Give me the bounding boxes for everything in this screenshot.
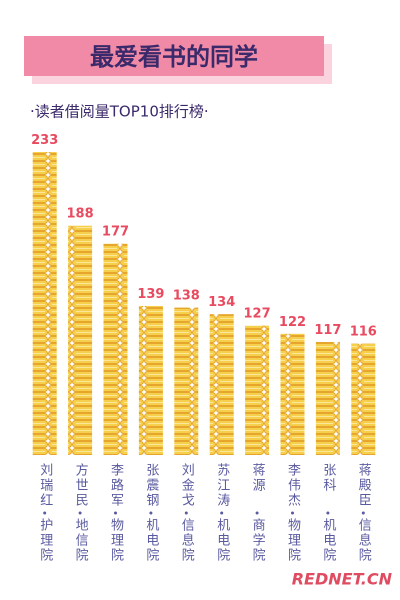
value-label: 177 bbox=[102, 225, 129, 240]
x-tick-label: 方世民 bbox=[73, 462, 89, 508]
subtitle: ·读者借阅量TOP10排行榜· bbox=[30, 103, 209, 121]
department-label: 物理院 bbox=[285, 518, 301, 563]
watermark: REDNET.CN bbox=[292, 570, 393, 589]
bar bbox=[32, 152, 57, 455]
x-tick-label: 蒋殿臣 bbox=[356, 463, 372, 508]
separator-dot bbox=[255, 511, 259, 515]
value-label: 138 bbox=[173, 289, 200, 304]
bar bbox=[138, 305, 163, 455]
value-label: 127 bbox=[244, 307, 271, 322]
x-tick-label: 张震钢 bbox=[143, 463, 159, 508]
bar bbox=[280, 333, 305, 455]
bar bbox=[103, 243, 128, 455]
separator-dot bbox=[291, 511, 294, 515]
value-label: 233 bbox=[31, 133, 58, 148]
x-tick-label: 张科 bbox=[320, 463, 336, 493]
bar bbox=[315, 341, 340, 455]
bar bbox=[174, 307, 199, 455]
department-label: 机电院 bbox=[320, 518, 336, 563]
separator-dot bbox=[184, 511, 188, 515]
x-tick-label: 刘金戈 bbox=[179, 463, 195, 508]
separator-dot bbox=[361, 511, 365, 515]
bar bbox=[209, 314, 234, 455]
department-label: 物理院 bbox=[108, 518, 124, 563]
x-tick-label: 李伟杰 bbox=[285, 463, 301, 508]
department-label: 机电院 bbox=[143, 518, 159, 563]
separator-dot bbox=[326, 511, 330, 515]
value-label: 116 bbox=[350, 325, 377, 340]
department-label: 商学院 bbox=[250, 518, 266, 563]
x-tick-label: 刘瑞红 bbox=[37, 463, 53, 508]
value-label: 122 bbox=[279, 315, 306, 330]
separator-dot bbox=[43, 511, 47, 515]
department-label: 地信院 bbox=[73, 518, 89, 563]
department-label: 信息院 bbox=[356, 518, 372, 563]
department-label: 机电院 bbox=[214, 518, 230, 563]
x-tick-label: 李路军 bbox=[108, 463, 124, 508]
chart-title: 最爱看书的同学 bbox=[90, 43, 258, 71]
x-tick-label: 苏江涛 bbox=[214, 462, 230, 508]
separator-dot bbox=[114, 511, 117, 515]
bar bbox=[351, 343, 376, 455]
banner bbox=[24, 36, 324, 76]
bar bbox=[245, 325, 270, 455]
value-label: 117 bbox=[314, 323, 341, 338]
separator-dot bbox=[220, 511, 224, 515]
separator-dot bbox=[149, 511, 153, 515]
value-label: 139 bbox=[137, 287, 164, 302]
department-label: 信息院 bbox=[179, 518, 195, 563]
bar bbox=[68, 225, 93, 455]
x-tick-label: 蒋源 bbox=[250, 463, 266, 493]
value-label: 134 bbox=[208, 295, 235, 310]
department-label: 护理院 bbox=[37, 518, 53, 563]
value-label: 188 bbox=[67, 207, 94, 222]
separator-dot bbox=[78, 511, 82, 515]
